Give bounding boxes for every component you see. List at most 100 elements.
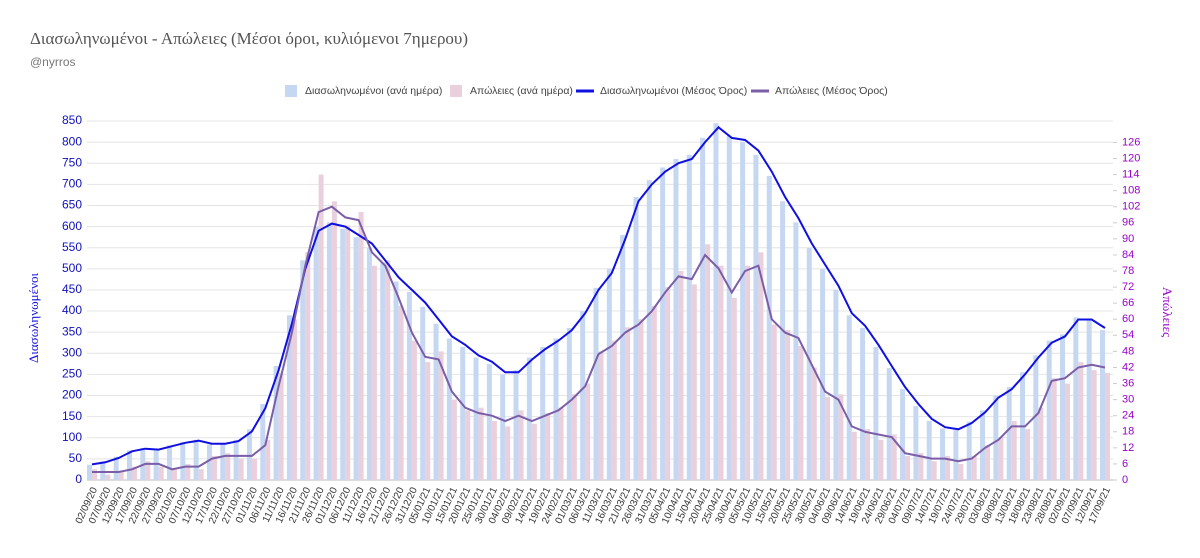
bar bbox=[246, 429, 252, 480]
bar bbox=[633, 197, 639, 480]
bar bbox=[491, 421, 497, 480]
y-tick-label: 400 bbox=[62, 303, 82, 317]
bar bbox=[193, 439, 199, 480]
bar bbox=[393, 281, 399, 480]
bar bbox=[145, 461, 151, 480]
bar bbox=[313, 226, 319, 480]
line bbox=[92, 205, 1106, 473]
y-tick-label: 550 bbox=[62, 240, 82, 254]
bar bbox=[305, 252, 311, 480]
bar bbox=[865, 429, 871, 480]
bar bbox=[233, 439, 239, 480]
bar bbox=[166, 445, 172, 480]
bar bbox=[385, 260, 391, 480]
bar bbox=[651, 305, 657, 480]
y-tick-label: 600 bbox=[62, 219, 82, 233]
bar bbox=[353, 237, 359, 480]
bar bbox=[900, 389, 906, 480]
bar bbox=[420, 306, 426, 480]
y-tick-label: 450 bbox=[62, 282, 82, 296]
y-tick-label: 50 bbox=[69, 451, 83, 465]
bar bbox=[971, 455, 977, 480]
bar bbox=[740, 142, 746, 480]
bar bbox=[718, 265, 724, 480]
legend-swatch bbox=[450, 85, 462, 97]
bar bbox=[398, 305, 404, 480]
y2-tick-label: 54 bbox=[1122, 329, 1134, 341]
y-tick-label: 100 bbox=[62, 430, 82, 444]
bar bbox=[606, 268, 612, 480]
bar bbox=[913, 406, 919, 480]
bar bbox=[646, 180, 652, 481]
bar bbox=[118, 471, 124, 480]
bar bbox=[513, 370, 519, 480]
bar bbox=[1091, 370, 1097, 480]
y2-tick-label: 102 bbox=[1122, 201, 1140, 213]
bar bbox=[380, 262, 386, 480]
bar bbox=[438, 351, 444, 480]
bar bbox=[1046, 340, 1052, 480]
bar bbox=[571, 394, 577, 480]
bar bbox=[793, 222, 799, 481]
bar bbox=[891, 434, 897, 480]
bar bbox=[198, 469, 204, 480]
y2-tick-label: 36 bbox=[1122, 377, 1134, 389]
bar bbox=[1086, 320, 1092, 480]
y2-tick-label: 78 bbox=[1122, 265, 1134, 277]
y2-tick-label: 120 bbox=[1122, 152, 1140, 164]
bar bbox=[87, 464, 92, 480]
bar bbox=[580, 311, 586, 480]
bar bbox=[1078, 362, 1084, 480]
y-axis-title: Διασωληνωμένοι bbox=[26, 273, 41, 363]
bar bbox=[611, 340, 617, 480]
bar bbox=[433, 323, 439, 480]
bar bbox=[785, 329, 791, 480]
bar bbox=[846, 315, 852, 480]
bar bbox=[411, 340, 417, 480]
y-tick-label: 750 bbox=[62, 155, 82, 169]
bar bbox=[833, 289, 839, 480]
bar bbox=[620, 235, 626, 480]
bar bbox=[500, 374, 506, 480]
bar bbox=[451, 399, 457, 480]
legend-label: Διασωληνωμένοι (Μέσος Όρος) bbox=[600, 85, 747, 97]
bar bbox=[585, 383, 591, 480]
bar bbox=[726, 135, 732, 480]
bar bbox=[300, 260, 306, 480]
bar bbox=[366, 247, 372, 480]
bar bbox=[731, 297, 737, 480]
bar bbox=[886, 368, 892, 480]
bar bbox=[1033, 355, 1039, 480]
bar bbox=[1038, 407, 1044, 480]
bar bbox=[345, 225, 351, 480]
bar bbox=[505, 426, 511, 480]
bar bbox=[745, 265, 751, 480]
bar bbox=[691, 284, 697, 480]
chart-subtitle: @nyrros bbox=[30, 55, 76, 69]
y-tick-label: 650 bbox=[62, 198, 82, 212]
bar bbox=[1065, 383, 1071, 480]
bar bbox=[220, 442, 226, 480]
bar bbox=[753, 154, 759, 480]
bar bbox=[700, 137, 706, 481]
bar bbox=[158, 466, 164, 480]
bar bbox=[851, 431, 857, 480]
bar bbox=[326, 222, 332, 481]
bar bbox=[918, 453, 924, 480]
bar bbox=[92, 469, 97, 480]
bar bbox=[593, 287, 599, 480]
chart-title: Διασωληνωμένοι - Απώλειες (Μέσοι όροι, κ… bbox=[30, 29, 468, 48]
bar bbox=[771, 324, 777, 480]
bar bbox=[473, 357, 479, 480]
bar bbox=[518, 410, 524, 480]
bar bbox=[131, 466, 137, 480]
bar bbox=[825, 396, 831, 480]
bar bbox=[638, 319, 644, 480]
y-tick-label: 0 bbox=[75, 472, 82, 486]
bar bbox=[545, 413, 551, 480]
bar bbox=[425, 362, 431, 480]
bar bbox=[1051, 378, 1057, 480]
bar bbox=[1060, 334, 1066, 480]
y-tick-label: 200 bbox=[62, 388, 82, 402]
